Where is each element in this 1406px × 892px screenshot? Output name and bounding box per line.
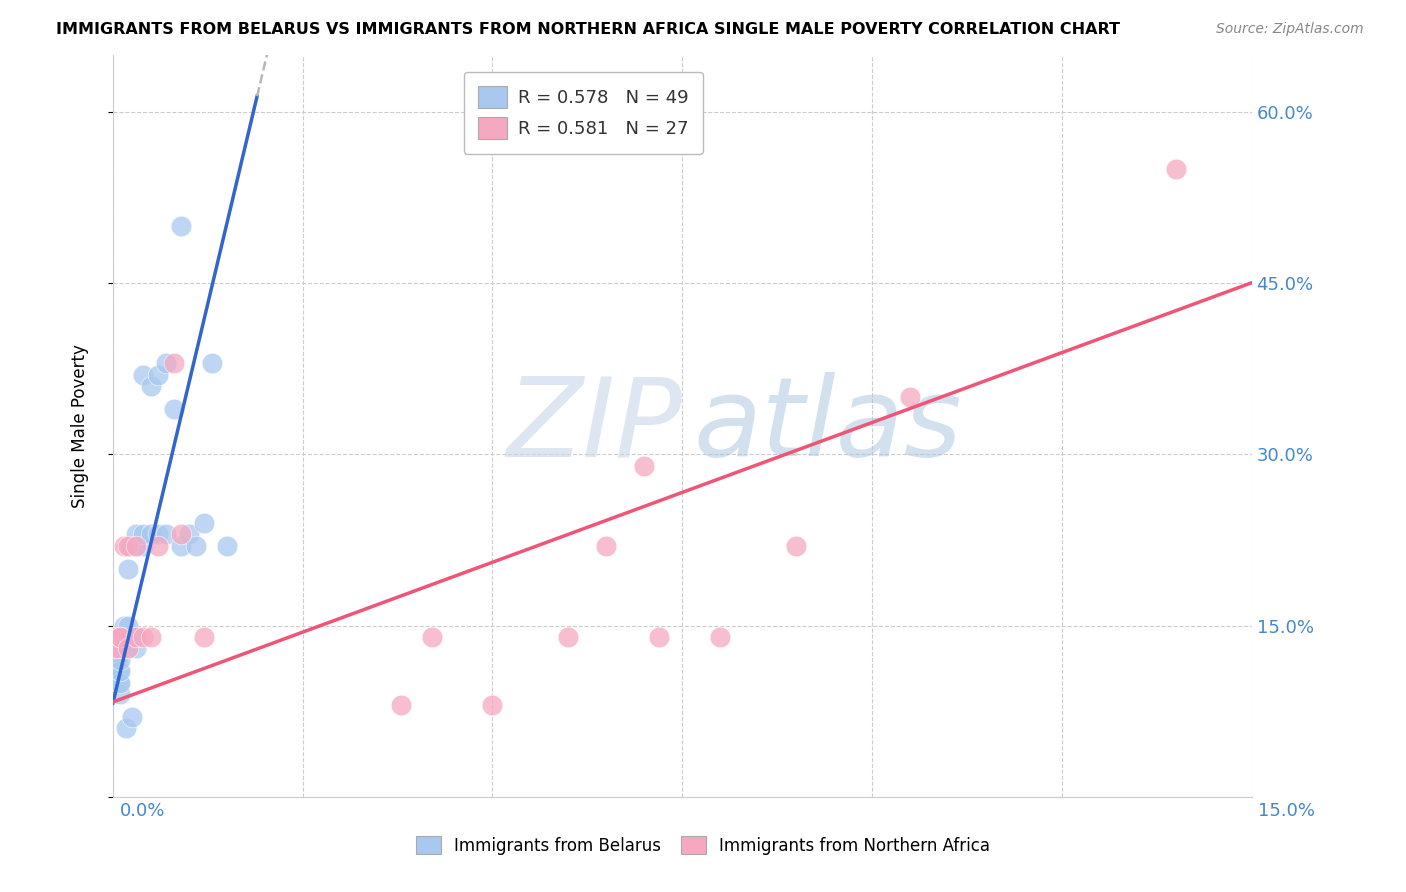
Point xyxy=(107,641,129,656)
Point xyxy=(117,539,139,553)
Point xyxy=(104,664,127,678)
Point xyxy=(215,539,238,553)
Point xyxy=(193,630,215,644)
Point xyxy=(124,539,146,553)
Point xyxy=(595,539,617,553)
Text: Source: ZipAtlas.com: Source: ZipAtlas.com xyxy=(1216,22,1364,37)
Point xyxy=(193,516,215,530)
Point xyxy=(110,675,132,690)
Point xyxy=(200,356,222,370)
Point xyxy=(107,641,129,656)
Point xyxy=(148,368,170,382)
Point xyxy=(177,527,200,541)
Point xyxy=(110,664,132,678)
Point xyxy=(124,641,146,656)
Point xyxy=(132,539,155,553)
Point xyxy=(132,527,155,541)
Point xyxy=(114,721,136,735)
Point xyxy=(1164,162,1187,177)
Point xyxy=(105,641,128,656)
Point xyxy=(104,630,127,644)
Point xyxy=(124,630,146,644)
Point xyxy=(785,539,807,553)
Point xyxy=(557,630,579,644)
Point xyxy=(104,675,127,690)
Point xyxy=(709,630,731,644)
Point xyxy=(114,630,136,644)
Point xyxy=(124,527,146,541)
Point xyxy=(110,653,132,667)
Point xyxy=(112,618,135,632)
Point xyxy=(148,539,170,553)
Text: atlas: atlas xyxy=(693,373,962,479)
Point xyxy=(105,653,128,667)
Point xyxy=(155,527,177,541)
Point xyxy=(121,710,143,724)
Point xyxy=(162,401,184,416)
Point xyxy=(389,698,412,713)
Point xyxy=(104,641,127,656)
Point xyxy=(112,641,135,656)
Point xyxy=(132,630,155,644)
Point xyxy=(117,630,139,644)
Point xyxy=(111,641,134,656)
Point xyxy=(170,219,193,234)
Point xyxy=(107,630,129,644)
Text: ZIP: ZIP xyxy=(506,373,682,479)
Point xyxy=(110,641,132,656)
Point xyxy=(124,539,146,553)
Legend: R = 0.578   N = 49, R = 0.581   N = 27: R = 0.578 N = 49, R = 0.581 N = 27 xyxy=(464,71,703,153)
Text: 0.0%: 0.0% xyxy=(120,802,165,820)
Point xyxy=(124,630,146,644)
Point xyxy=(110,630,132,644)
Point xyxy=(148,527,170,541)
Point xyxy=(898,391,921,405)
Point xyxy=(111,630,134,644)
Text: IMMIGRANTS FROM BELARUS VS IMMIGRANTS FROM NORTHERN AFRICA SINGLE MALE POVERTY C: IMMIGRANTS FROM BELARUS VS IMMIGRANTS FR… xyxy=(56,22,1121,37)
Point xyxy=(162,356,184,370)
Point xyxy=(170,527,193,541)
Point xyxy=(110,630,132,644)
Point xyxy=(118,539,141,553)
Point xyxy=(107,653,129,667)
Point xyxy=(170,539,193,553)
Point xyxy=(139,379,162,393)
Point xyxy=(117,641,139,656)
Point xyxy=(132,368,155,382)
Point xyxy=(155,356,177,370)
Point xyxy=(420,630,443,644)
Point xyxy=(112,539,135,553)
Point xyxy=(117,641,139,656)
Point xyxy=(112,641,135,656)
Point xyxy=(108,687,131,701)
Point xyxy=(108,675,131,690)
Text: 15.0%: 15.0% xyxy=(1257,802,1315,820)
Point xyxy=(139,527,162,541)
Point xyxy=(117,618,139,632)
Point xyxy=(108,664,131,678)
Y-axis label: Single Male Poverty: Single Male Poverty xyxy=(72,344,89,508)
Point xyxy=(139,630,162,644)
Point xyxy=(633,458,655,473)
Point xyxy=(105,641,128,656)
Point xyxy=(117,561,139,575)
Point xyxy=(186,539,208,553)
Legend: Immigrants from Belarus, Immigrants from Northern Africa: Immigrants from Belarus, Immigrants from… xyxy=(409,830,997,862)
Point xyxy=(648,630,671,644)
Point xyxy=(481,698,503,713)
